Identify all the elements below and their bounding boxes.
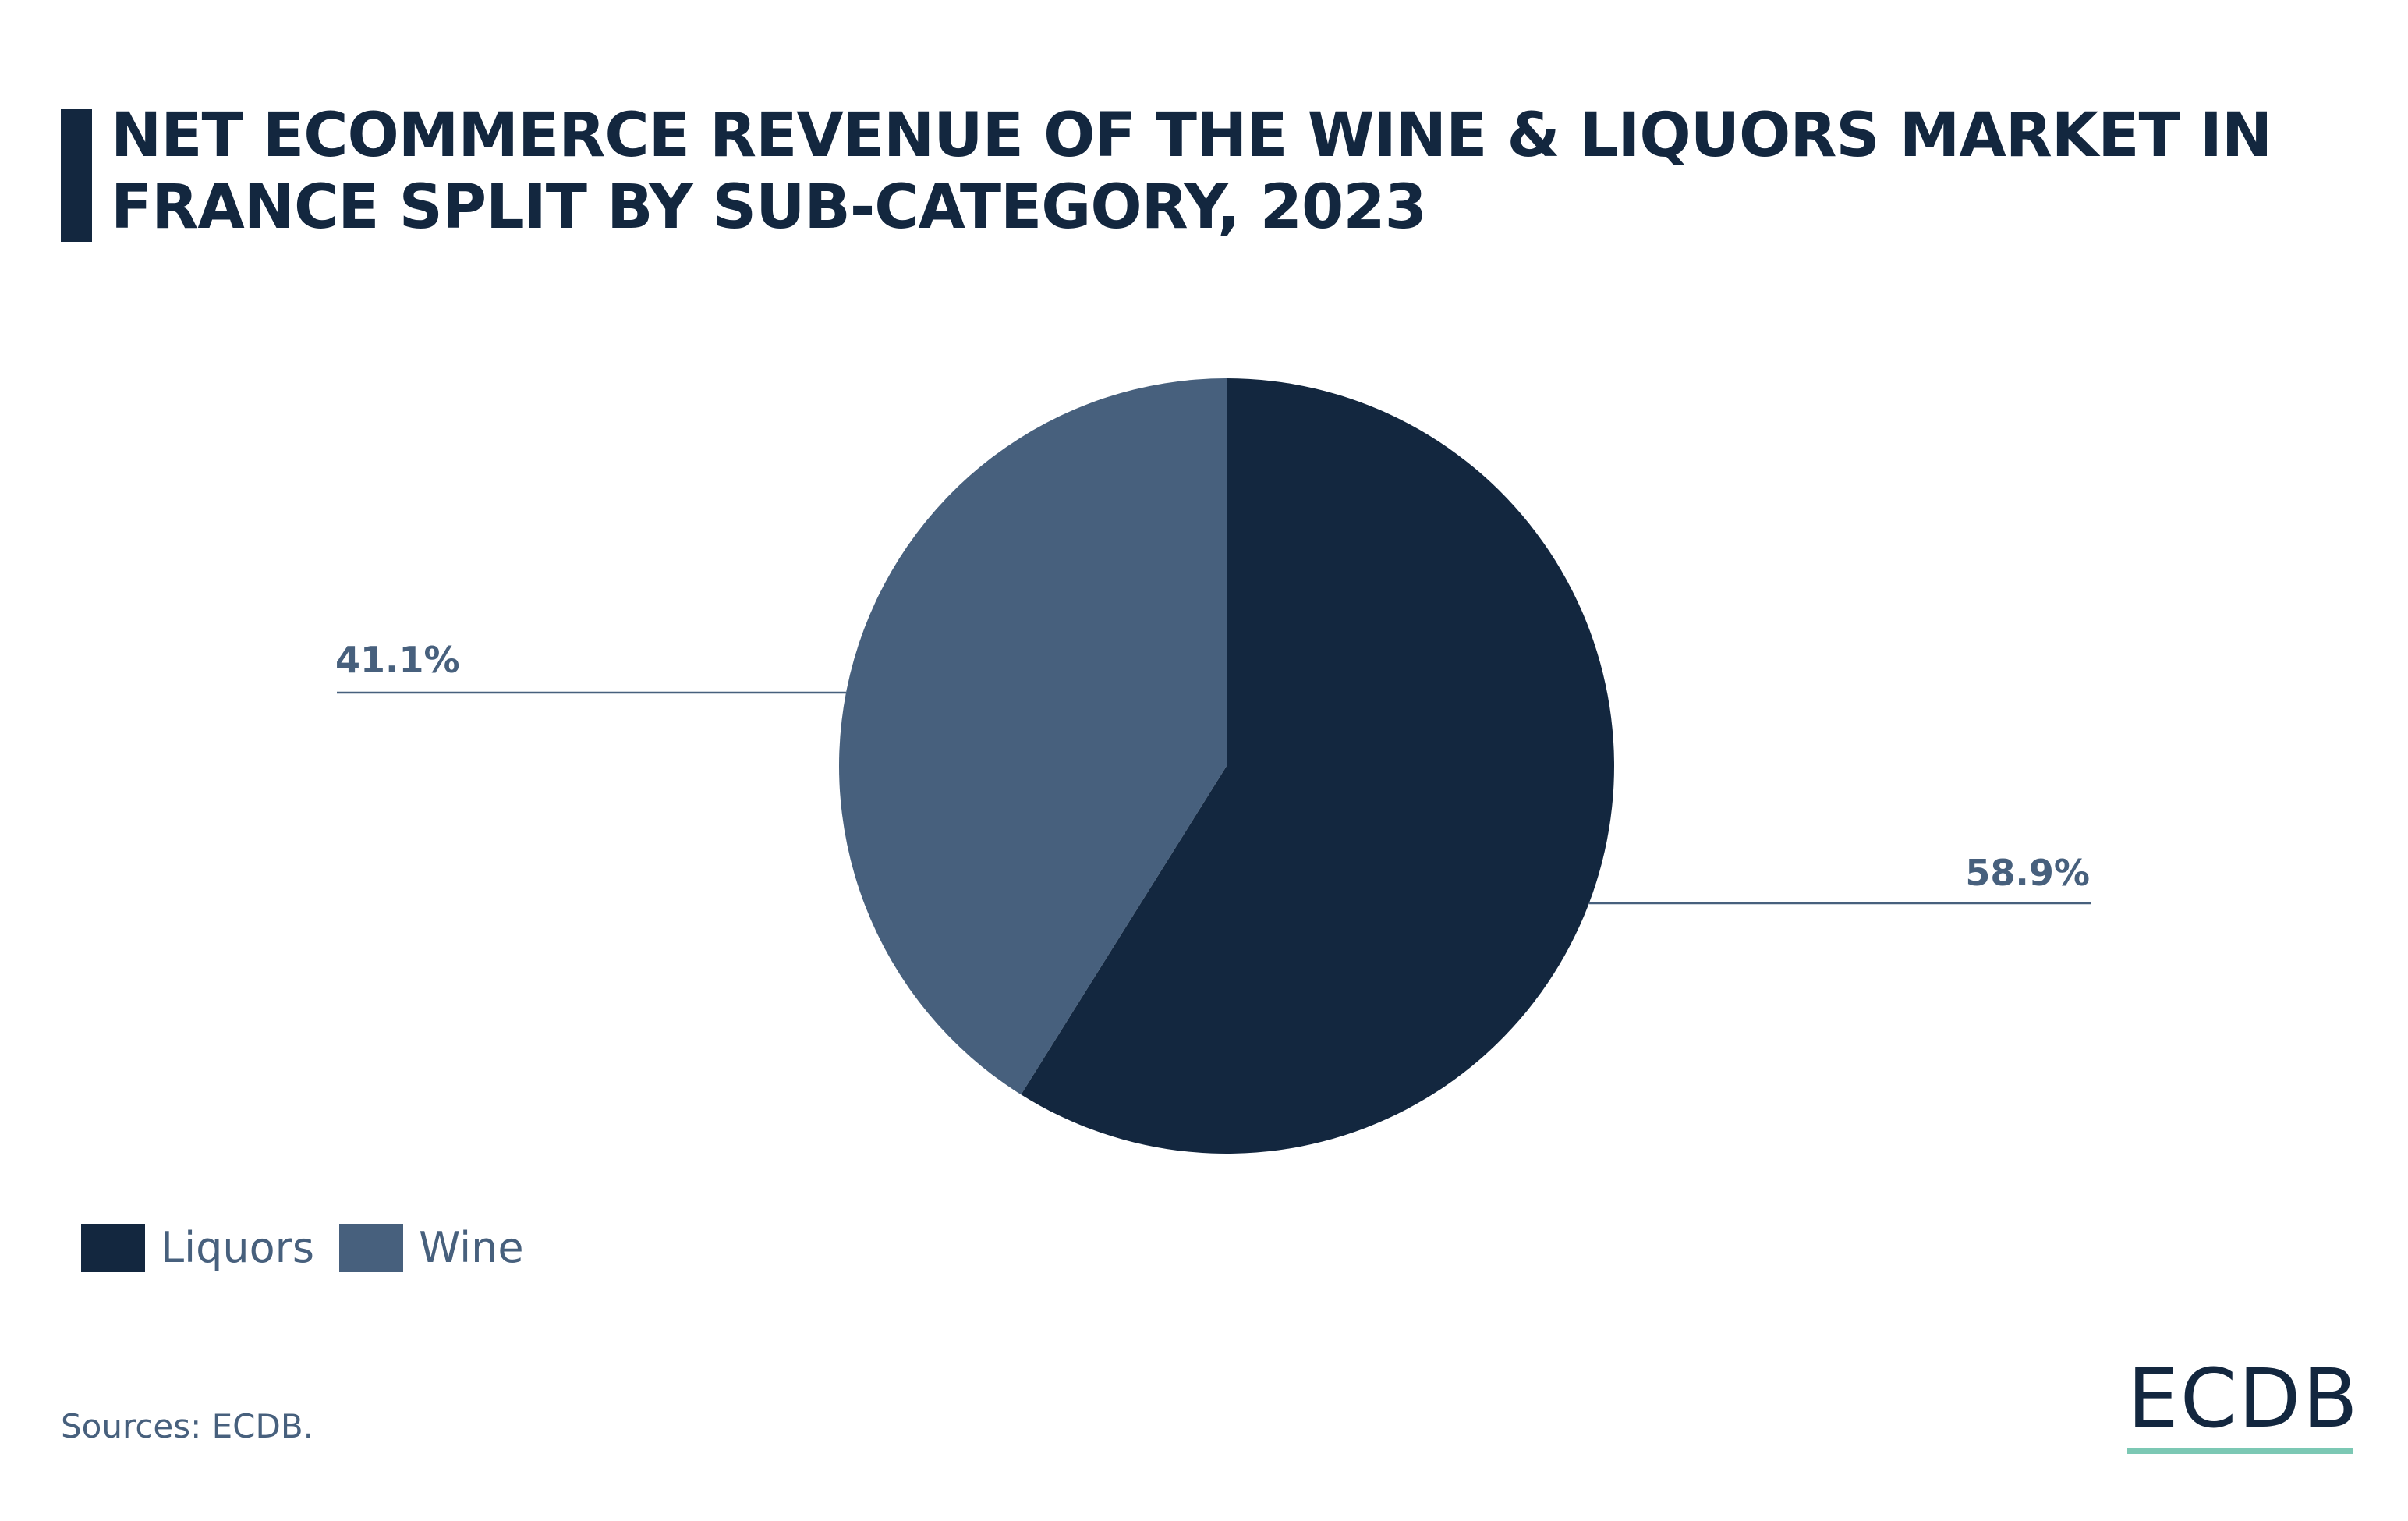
data-label-liquors: 58.9% [1965,852,2090,894]
data-label-wine: 41.1% [335,639,460,681]
chart-legend: Liquors Wine [81,1223,549,1272]
title-accent-bar [61,109,92,242]
ecdb-logo: ECDB [2127,1351,2360,1454]
legend-label-liquors: Liquors [161,1223,314,1272]
pie-slice-liquors [1021,378,1614,1154]
legend-label-wine: Wine [418,1223,524,1272]
legend-swatch-liquors [81,1223,145,1272]
logo-text: ECDB [2127,1351,2360,1446]
legend-item-wine: Wine [338,1223,524,1272]
logo-underline [2127,1448,2353,1454]
sources-note: Sources: ECDB. [61,1407,314,1445]
pie-slice-wine [839,378,1227,1095]
legend-swatch-wine [338,1223,403,1272]
legend-item-liquors: Liquors [81,1223,314,1272]
chart-title: NET ECOMMERCE REVENUE OF THE WINE & LIQU… [111,101,2272,243]
